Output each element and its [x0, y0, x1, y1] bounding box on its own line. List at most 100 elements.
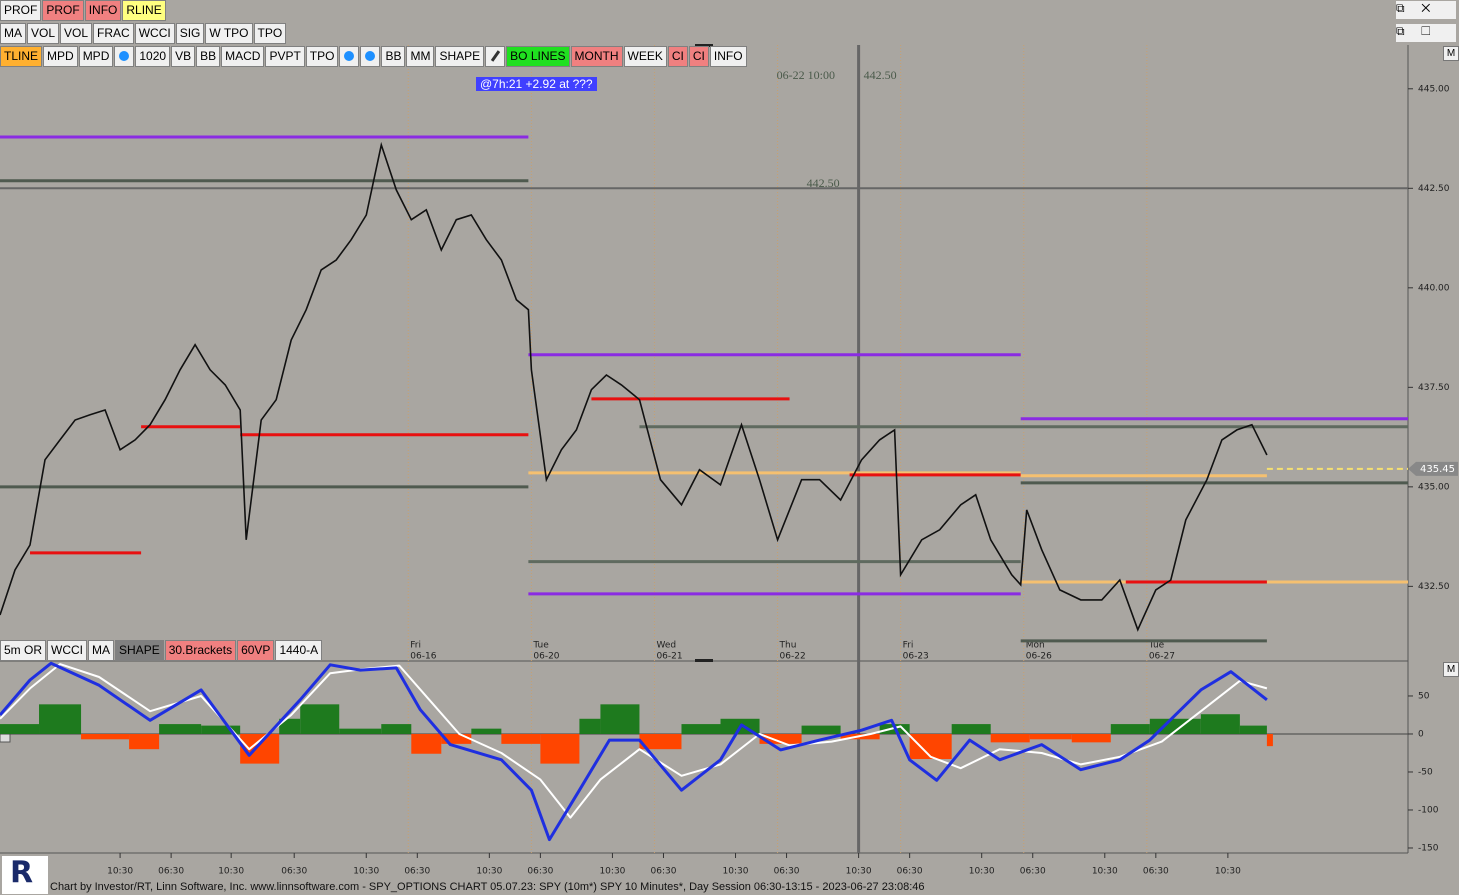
icon-button[interactable]: [485, 46, 506, 67]
toolbar: MA VOL VOL FRAC WCCI SIG W TPO TPO: [0, 23, 287, 44]
logo: R: [2, 856, 48, 894]
histogram-bar: [909, 733, 952, 760]
histogram-bar: [1071, 733, 1111, 743]
toolbar: TLINE MPD MPD 1020 VB BB MACD PVPT TPO BB MM SHAPE B…: [0, 46, 747, 67]
toolbar-button[interactable]: BO LINES: [506, 46, 570, 67]
x-tick-label: 06:30: [158, 867, 184, 877]
toolbar-button[interactable]: MACD: [221, 46, 265, 67]
histogram-bar: [300, 704, 340, 734]
toolbar-button[interactable]: SHAPE: [435, 46, 485, 67]
x-tick-label: 10:30: [476, 867, 502, 877]
oscillator-line: [0, 661, 1268, 842]
toolbar-button[interactable]: SHAPE: [115, 640, 164, 661]
toolbar-button[interactable]: 5m OR: [0, 640, 47, 661]
toolbar-button[interactable]: RLINE: [122, 0, 166, 21]
y-tick-label: 50: [1418, 691, 1430, 701]
toolbar-button[interactable]: SIG: [175, 23, 205, 44]
toolbar-button[interactable]: INFO: [709, 46, 747, 67]
toolbar-button[interactable]: PVPT: [265, 46, 305, 67]
y-tick-label: 432.50: [1418, 582, 1450, 592]
x-tick-label: 10:30: [107, 867, 133, 877]
icon-button[interactable]: [114, 46, 135, 67]
histogram-bar: [639, 733, 682, 750]
toolbar-button[interactable]: VB: [171, 46, 196, 67]
scale-button[interactable]: M: [1443, 662, 1459, 677]
day-label: 06-27: [1149, 652, 1175, 662]
histogram-bar: [201, 725, 241, 734]
toolbar-button[interactable]: CI: [667, 46, 688, 67]
day-label: Mon: [1026, 641, 1045, 651]
footer: Chart by Investor/RT, Linn Software, Inc…: [50, 881, 925, 893]
day-label: 06-20: [533, 652, 559, 662]
status-badge: @7h:21 +2.92 at ???: [476, 77, 597, 91]
logo-mark: R: [10, 856, 33, 891]
histogram-bar: [951, 724, 991, 734]
toolbar-button[interactable]: 30.Brackets: [164, 640, 237, 661]
histogram-bar: [600, 704, 640, 734]
toolbar-button[interactable]: MPD: [43, 46, 78, 67]
x-tick-label: 10:30: [218, 867, 244, 877]
x-tick-label: 10:30: [846, 867, 872, 877]
toolbar-button[interactable]: 1440-A: [275, 640, 323, 661]
day-label: Tue: [1148, 641, 1165, 651]
day-label: 06-26: [1026, 652, 1052, 662]
toolbar-button[interactable]: VOL: [60, 23, 93, 44]
scale-button[interactable]: M: [1443, 46, 1459, 61]
icon-button[interactable]: [339, 46, 360, 67]
day-label: Fri: [410, 641, 421, 651]
crosshair-time: 06-22 10:00: [777, 68, 835, 82]
toolbar-button[interactable]: MA: [88, 640, 115, 661]
x-tick-label: 06:30: [897, 867, 923, 877]
toolbar-button[interactable]: CI: [688, 46, 709, 67]
toolbar-button[interactable]: PROF: [42, 0, 84, 21]
x-tick-label: 06:30: [1020, 867, 1046, 877]
toolbar-button[interactable]: 1020: [135, 46, 171, 67]
histogram-bar: [1029, 733, 1072, 740]
x-tick-label: 10:30: [353, 867, 379, 877]
splitter: [695, 659, 713, 662]
y-tick-label: -100: [1418, 805, 1439, 815]
histogram-bar: [279, 718, 301, 734]
toolbar-button[interactable]: MONTH: [570, 46, 623, 67]
x-tick-label: 06:30: [651, 867, 677, 877]
histogram-bar: [39, 704, 82, 734]
histogram-bar: [0, 724, 40, 734]
x-tick-label: 06:30: [527, 867, 553, 877]
toolbar-button[interactable]: TPO: [253, 23, 287, 44]
toolbar-button[interactable]: INFO: [84, 0, 122, 21]
histogram-bar: [339, 728, 382, 734]
day-label: Wed: [656, 641, 676, 651]
x-tick-label: 06:30: [281, 867, 307, 877]
histogram-bar: [159, 724, 202, 734]
icon-button[interactable]: [360, 46, 381, 67]
toolbar-button[interactable]: WEEK: [623, 46, 667, 67]
toolbar-button[interactable]: FRAC: [93, 23, 134, 44]
toolbar-button[interactable]: TLINE: [0, 46, 43, 67]
toolbar-button[interactable]: PROF: [0, 0, 42, 21]
histogram-bar: [381, 724, 412, 734]
toolbar-button[interactable]: BB: [381, 46, 406, 67]
histogram-bar: [759, 733, 802, 744]
x-tick-label: 10:30: [599, 867, 625, 877]
toolbar-button[interactable]: WCCI: [134, 23, 175, 44]
toolbar-button[interactable]: BB: [196, 46, 221, 67]
toolbar-button[interactable]: 60VP: [237, 640, 275, 661]
histogram-bar: [1149, 718, 1201, 734]
day-label: Fri: [903, 641, 914, 651]
y-tick-label: 435.00: [1418, 482, 1450, 492]
toolbar-button[interactable]: WCCI: [47, 640, 88, 661]
y-tick-label: 437.50: [1418, 383, 1450, 393]
window-controls[interactable]: ⧉ ☐: [1396, 24, 1456, 42]
toolbar-button[interactable]: TPO: [305, 46, 339, 67]
toolbar-button[interactable]: MA: [0, 23, 26, 44]
x-tick-label: 10:30: [1092, 867, 1118, 877]
toolbar-button[interactable]: MPD: [78, 46, 114, 67]
price-line: [0, 141, 1268, 632]
toolbar-button[interactable]: W TPO: [205, 23, 253, 44]
histogram-bar: [129, 733, 160, 750]
y-tick-label: 442.50: [1418, 184, 1450, 194]
window-controls[interactable]: ⧉ ✕: [1396, 1, 1456, 19]
toolbar-button[interactable]: VOL: [27, 23, 60, 44]
toolbar-button[interactable]: MM: [406, 46, 435, 67]
